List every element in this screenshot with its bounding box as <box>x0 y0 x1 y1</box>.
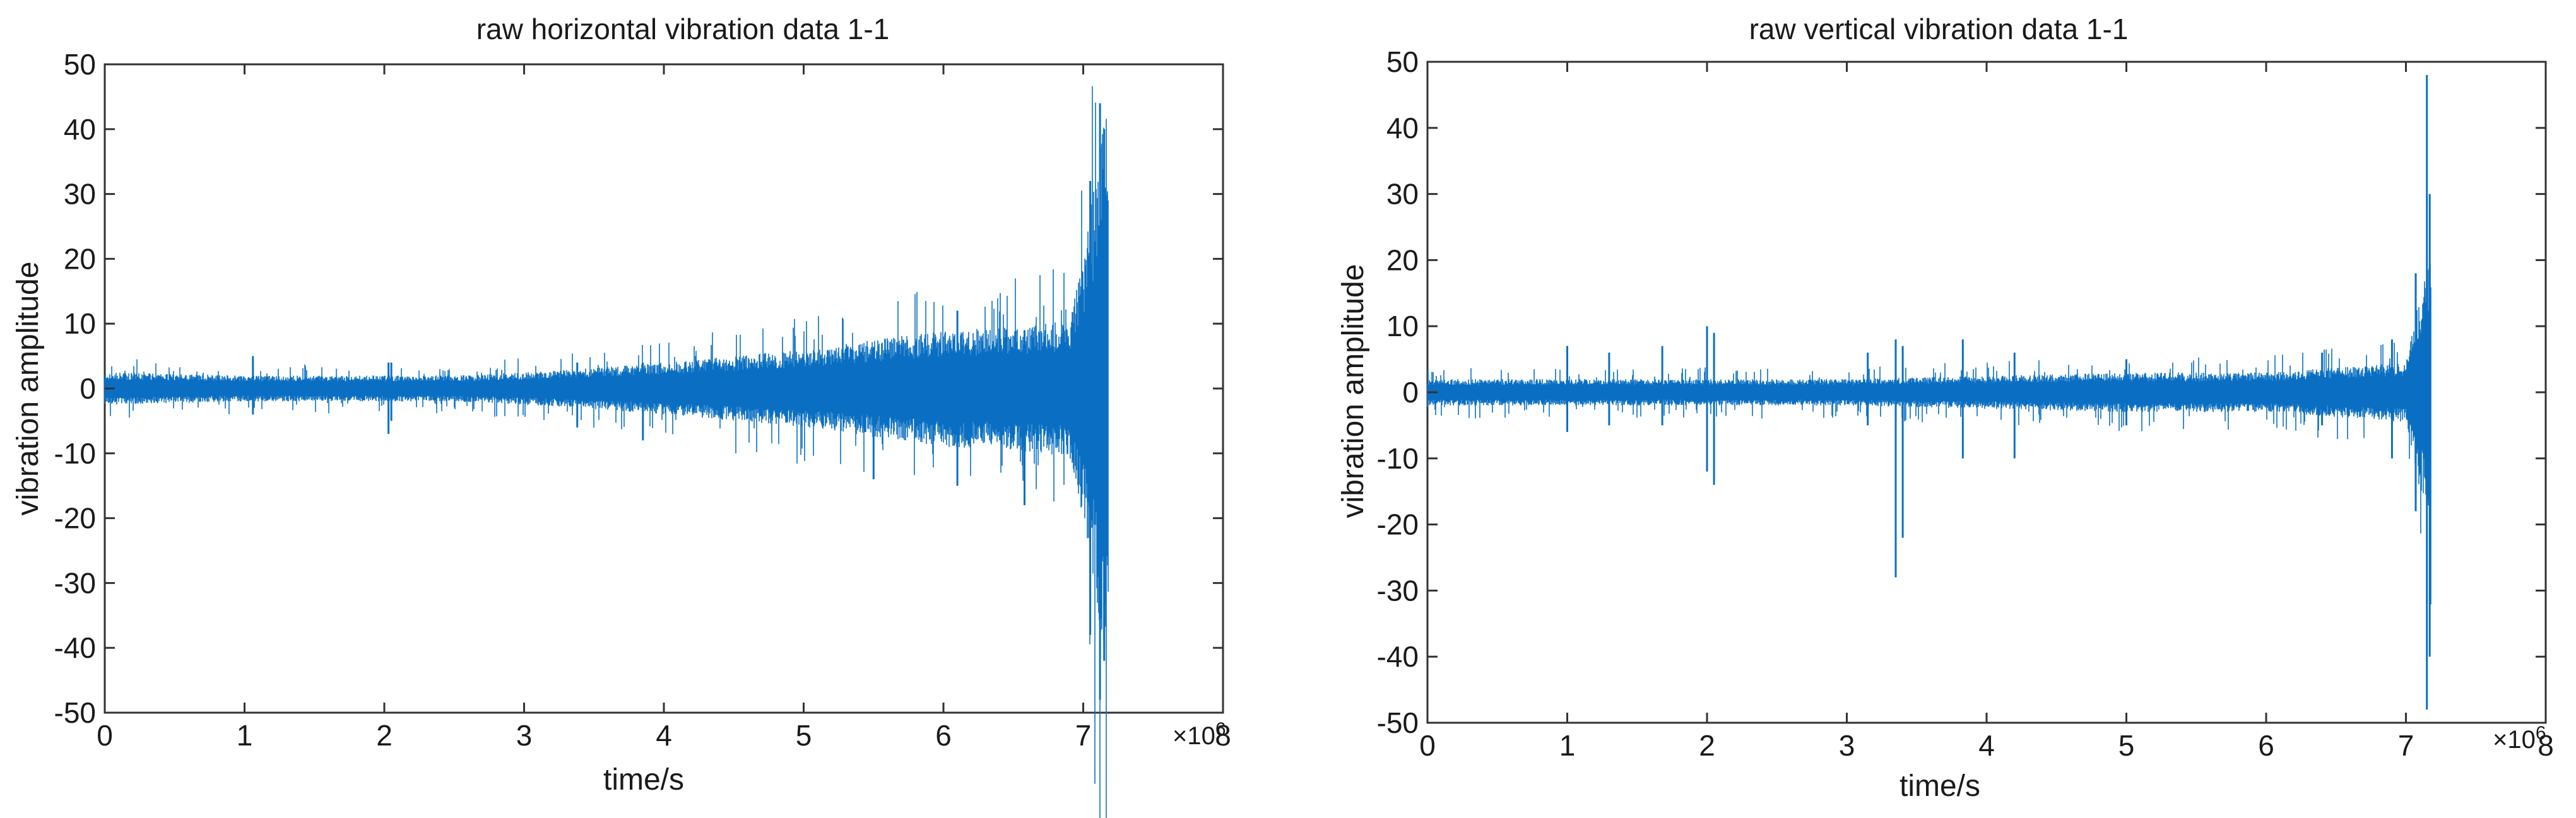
y-tick-label: 10 <box>1386 310 1419 342</box>
chart-title: raw vertical vibration data 1-1 <box>1749 13 2129 45</box>
y-axis-label: vibration amplitude <box>11 262 45 516</box>
x-tick-label: 5 <box>2118 729 2135 762</box>
y-tick-label: -30 <box>54 566 96 599</box>
x-tick-label: 4 <box>1978 729 1995 762</box>
y-tick-label: -40 <box>1377 640 1419 673</box>
y-tick-label: 40 <box>1386 112 1419 144</box>
series-line <box>1427 263 2431 605</box>
multiplier-exponent: 6 <box>2536 723 2546 744</box>
x-tick-label: 8 <box>1215 719 1231 752</box>
series-group <box>1427 75 2431 710</box>
series-group <box>104 86 1109 818</box>
x-tick-label: 0 <box>1419 729 1436 762</box>
x-tick-label: 2 <box>1699 729 1715 762</box>
y-tick-label: 0 <box>80 372 96 405</box>
x-tick-label: 1 <box>237 719 253 752</box>
x-axis-label: time/s <box>603 763 684 797</box>
x-tick-label: 6 <box>2258 729 2274 762</box>
y-tick-label: -50 <box>1377 706 1419 739</box>
x-axis-multiplier: ×106 <box>1173 719 1226 750</box>
x-tick-marks: 0 1 2 3 4 5 6 7 8 <box>1419 62 2554 762</box>
x-tick-label: 6 <box>935 719 952 752</box>
x-axis-multiplier: ×106 <box>2493 723 2546 754</box>
y-tick-marks: 50 40 30 20 10 0 -10 -20 -30 -40 -50 <box>1377 45 2546 739</box>
multiplier-base: ×10 <box>1173 722 1215 750</box>
plot-area: 0 1 2 3 4 5 6 7 8 50 40 30 20 10 0 -10 -20 -30 -40 -50 <box>1377 45 2554 762</box>
y-tick-label: -30 <box>1377 574 1419 607</box>
y-tick-label: -40 <box>54 631 96 664</box>
plot-area: 0 1 2 3 4 5 6 7 8 50 40 30 20 10 0 -10 -20 -30 -40 -50 <box>54 48 1231 818</box>
chart-title: raw horizontal vibration data 1-1 <box>476 13 890 45</box>
x-axis-label: time/s <box>1900 769 1980 803</box>
y-tick-label: 30 <box>64 178 96 211</box>
y-tick-marks: 50 40 30 20 10 0 -10 -20 -30 -40 -50 <box>54 48 1223 729</box>
x-tick-label: 8 <box>2538 729 2554 762</box>
y-tick-label: 40 <box>64 113 96 146</box>
chart-vertical: raw vertical vibration data 1-1 0 1 2 3 4 5 6 7… <box>1337 13 2554 803</box>
x-tick-label: 3 <box>516 719 533 752</box>
y-tick-label: -10 <box>54 437 96 470</box>
x-tick-label: 4 <box>656 719 672 752</box>
y-tick-label: -20 <box>54 502 96 535</box>
y-tick-label: -10 <box>1377 442 1419 475</box>
y-axis-label: vibration amplitude <box>1337 264 1370 518</box>
multiplier-base: ×10 <box>2493 726 2536 754</box>
y-tick-label: 50 <box>1386 45 1419 78</box>
multiplier-exponent: 6 <box>1215 719 1226 740</box>
x-tick-label: 7 <box>2398 729 2414 762</box>
y-tick-label: 30 <box>1386 178 1419 211</box>
series-line <box>104 86 1109 818</box>
y-tick-label: 0 <box>1402 376 1419 409</box>
x-tick-label: 1 <box>1559 729 1576 762</box>
y-tick-label: 50 <box>64 48 96 81</box>
y-tick-label: 20 <box>1386 243 1419 276</box>
x-tick-marks: 0 1 2 3 4 5 6 7 8 <box>97 64 1231 752</box>
x-tick-label: 3 <box>1839 729 1855 762</box>
x-tick-label: 0 <box>97 719 113 752</box>
y-tick-label: -20 <box>1377 508 1419 541</box>
y-tick-label: 10 <box>64 307 96 340</box>
x-tick-label: 7 <box>1075 719 1092 752</box>
y-tick-label: -50 <box>54 696 96 729</box>
x-tick-label: 2 <box>376 719 393 752</box>
y-tick-label: 20 <box>64 242 96 275</box>
x-tick-label: 5 <box>796 719 812 752</box>
